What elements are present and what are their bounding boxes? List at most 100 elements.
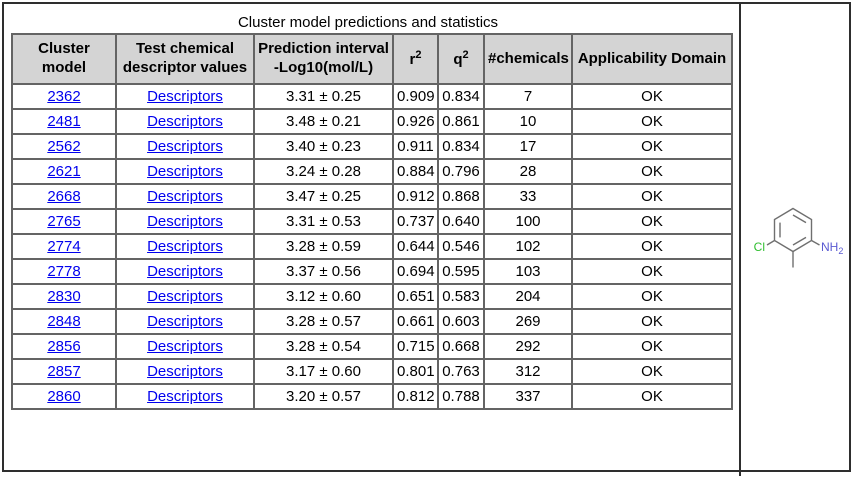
prediction-interval-value: 3.37 ± 0.56 [253,258,394,285]
results-frame: Cluster model predictions and statistics… [4,4,739,472]
descriptors-link[interactable]: Descriptors [147,288,223,305]
column-header-applicability-domain: Applicability Domain [571,33,733,85]
descriptors-link[interactable]: Descriptors [147,363,223,380]
descriptors-link[interactable]: Descriptors [147,138,223,155]
applicability-domain-value: OK [571,233,733,260]
double-bond [792,236,807,246]
descriptors-link[interactable]: Descriptors [147,88,223,105]
cluster-model-link[interactable]: 2778 [47,263,81,280]
page-title: Cluster model predictions and statistics [237,14,499,31]
chemicals-count: 10 [483,108,573,135]
descriptors-link[interactable]: Descriptors [147,238,223,255]
cluster-model-link[interactable]: 2562 [47,138,81,155]
r2-value: 0.812 [392,383,439,410]
applicability-domain-value: OK [571,158,733,185]
chemicals-count: 204 [483,283,573,310]
table-row: 2830 Descriptors 3.12 ± 0.60 0.651 0.583 204 O… [11,283,733,310]
table-cell-descriptors: Descriptors [115,358,255,385]
prediction-interval-value: 3.48 ± 0.21 [253,108,394,135]
column-header-label: r [409,50,416,68]
chemicals-count: 102 [483,233,573,260]
q2-value: 0.868 [437,183,485,210]
molecule-structure: Cl NH2 [754,207,843,268]
double-bond [792,214,807,224]
cluster-model-table: Cluster model Test chemical descriptor va… [11,33,733,410]
r2-value: 0.801 [392,358,439,385]
cluster-model-link[interactable]: 2362 [47,88,81,105]
r2-value: 0.884 [392,158,439,185]
superscript: 2 [415,48,422,61]
applicability-domain-value: OK [571,283,733,310]
cluster-model-link[interactable]: 2668 [47,188,81,205]
q2-value: 0.834 [437,133,485,160]
descriptors-link[interactable]: Descriptors [147,313,223,330]
cluster-model-link[interactable]: 2765 [47,213,81,230]
column-header-label: #chemicals [488,49,569,67]
q2-value: 0.788 [437,383,485,410]
q2-value: 0.603 [437,308,485,335]
chemicals-count: 100 [483,208,573,235]
descriptors-link[interactable]: Descriptors [147,388,223,405]
applicability-domain-value: OK [571,108,733,135]
r2-value: 0.909 [392,83,439,110]
r2-value: 0.694 [392,258,439,285]
q2-value: 0.834 [437,83,485,110]
structure-frame: Cl NH2 [741,4,853,472]
cluster-model-link[interactable]: 2774 [47,238,81,255]
table-cell-descriptors: Descriptors [115,133,255,160]
table-cell-cluster_model: 2830 [11,283,117,310]
table-row: 2621 Descriptors 3.24 ± 0.28 0.884 0.796 28 OK [11,158,733,185]
cluster-model-link[interactable]: 2857 [47,363,81,380]
cluster-model-link[interactable]: 2830 [47,288,81,305]
table-cell-cluster_model: 2562 [11,133,117,160]
descriptors-link[interactable]: Descriptors [147,188,223,205]
cluster-model-link[interactable]: 2848 [47,313,81,330]
q2-value: 0.546 [437,233,485,260]
applicability-domain-value: OK [571,83,733,110]
table-cell-descriptors: Descriptors [115,108,255,135]
descriptors-link[interactable]: Descriptors [147,338,223,355]
superscript: 2 [462,48,469,61]
prediction-interval-value: 3.28 ± 0.59 [253,233,394,260]
prediction-interval-value: 3.20 ± 0.57 [253,383,394,410]
applicability-domain-value: OK [571,258,733,285]
prediction-interval-value: 3.40 ± 0.23 [253,133,394,160]
chemicals-count: 7 [483,83,573,110]
amine-bond [811,239,820,246]
table-row: 2668 Descriptors 3.47 ± 0.25 0.912 0.868 33 OK [11,183,733,210]
table-cell-descriptors: Descriptors [115,258,255,285]
table-row: 2857 Descriptors 3.17 ± 0.60 0.801 0.763 312 O… [11,358,733,385]
column-header-label: Test chemical descriptor values [122,40,248,76]
cluster-model-link[interactable]: 2860 [47,388,81,405]
prediction-interval-value: 3.28 ± 0.54 [253,333,394,360]
applicability-domain-value: OK [571,383,733,410]
descriptors-link[interactable]: Descriptors [147,213,223,230]
descriptors-link[interactable]: Descriptors [147,263,223,280]
column-header-prediction-interval: Prediction interval -Log10(mol/L) [253,33,394,85]
table-cell-descriptors: Descriptors [115,283,255,310]
r2-value: 0.651 [392,283,439,310]
table-cell-descriptors: Descriptors [115,183,255,210]
cluster-model-link[interactable]: 2621 [47,163,81,180]
table-cell-cluster_model: 2362 [11,83,117,110]
table-row: 2856 Descriptors 3.28 ± 0.54 0.715 0.668 292 O… [11,333,733,360]
cluster-model-link[interactable]: 2856 [47,338,81,355]
table-row: 2362 Descriptors 3.31 ± 0.25 0.909 0.834 7 OK [11,83,733,110]
r2-value: 0.912 [392,183,439,210]
r2-value: 0.661 [392,308,439,335]
cluster-model-link[interactable]: 2481 [47,113,81,130]
applicability-domain-value: OK [571,308,733,335]
q2-value: 0.763 [437,358,485,385]
descriptors-link[interactable]: Descriptors [147,113,223,130]
column-header-cluster-model: Cluster model [11,33,117,85]
table-row: 2860 Descriptors 3.20 ± 0.57 0.812 0.788 337 O… [11,383,733,410]
table-cell-cluster_model: 2857 [11,358,117,385]
amine-subscript: 2 [838,246,843,256]
descriptors-link[interactable]: Descriptors [147,163,223,180]
column-header-num-chemicals: #chemicals [483,33,573,85]
table-cell-cluster_model: 2765 [11,208,117,235]
table-cell-descriptors: Descriptors [115,308,255,335]
prediction-interval-value: 3.31 ± 0.53 [253,208,394,235]
q2-value: 0.796 [437,158,485,185]
prediction-interval-value: 3.47 ± 0.25 [253,183,394,210]
